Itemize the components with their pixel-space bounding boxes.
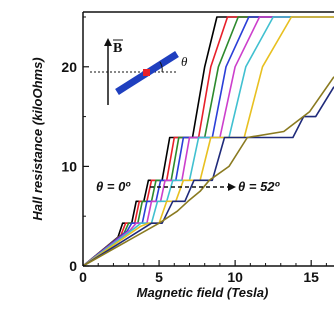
field-label: B	[113, 41, 122, 56]
theta-arrowhead	[228, 183, 236, 191]
angle-arc	[159, 61, 163, 73]
inset-theta-label: θ	[181, 54, 188, 69]
series-line-9	[82, 76, 334, 267]
series-line-1	[82, 16, 334, 267]
theta-end-label: θ = 52º	[238, 179, 281, 194]
field-arrowhead	[104, 38, 112, 46]
theta-start-label: θ = 0º	[96, 179, 131, 194]
series-line-2	[82, 16, 334, 267]
series-line-7	[82, 16, 334, 267]
annotation-layer: θ = 0º θ = 52º	[96, 179, 281, 194]
series-line-5	[82, 16, 334, 267]
sample-center-marker	[143, 69, 150, 76]
x-tick-label: 0	[79, 269, 87, 285]
x-tick-label: 5	[155, 269, 163, 285]
x-axis-title: Magnetic field (Tesla)	[137, 285, 269, 300]
series-layer	[82, 16, 334, 267]
y-tick-label: 20	[61, 59, 77, 75]
series-line-6	[82, 16, 334, 267]
y-tick-label: 0	[69, 258, 77, 274]
y-tick-label: 10	[61, 158, 77, 174]
axes-layer: 0 5 10 15 0 10 20 Magnetic field (Tesla) Hall re…	[30, 11, 334, 300]
x-tick-label: 15	[303, 269, 319, 285]
series-line-4	[82, 16, 334, 267]
field-angle-inset: B θ	[90, 38, 188, 105]
y-axis-title: Hall resistance (kiloOhms)	[30, 57, 45, 220]
series-line-3	[82, 16, 334, 267]
x-tick-label: 10	[227, 269, 243, 285]
